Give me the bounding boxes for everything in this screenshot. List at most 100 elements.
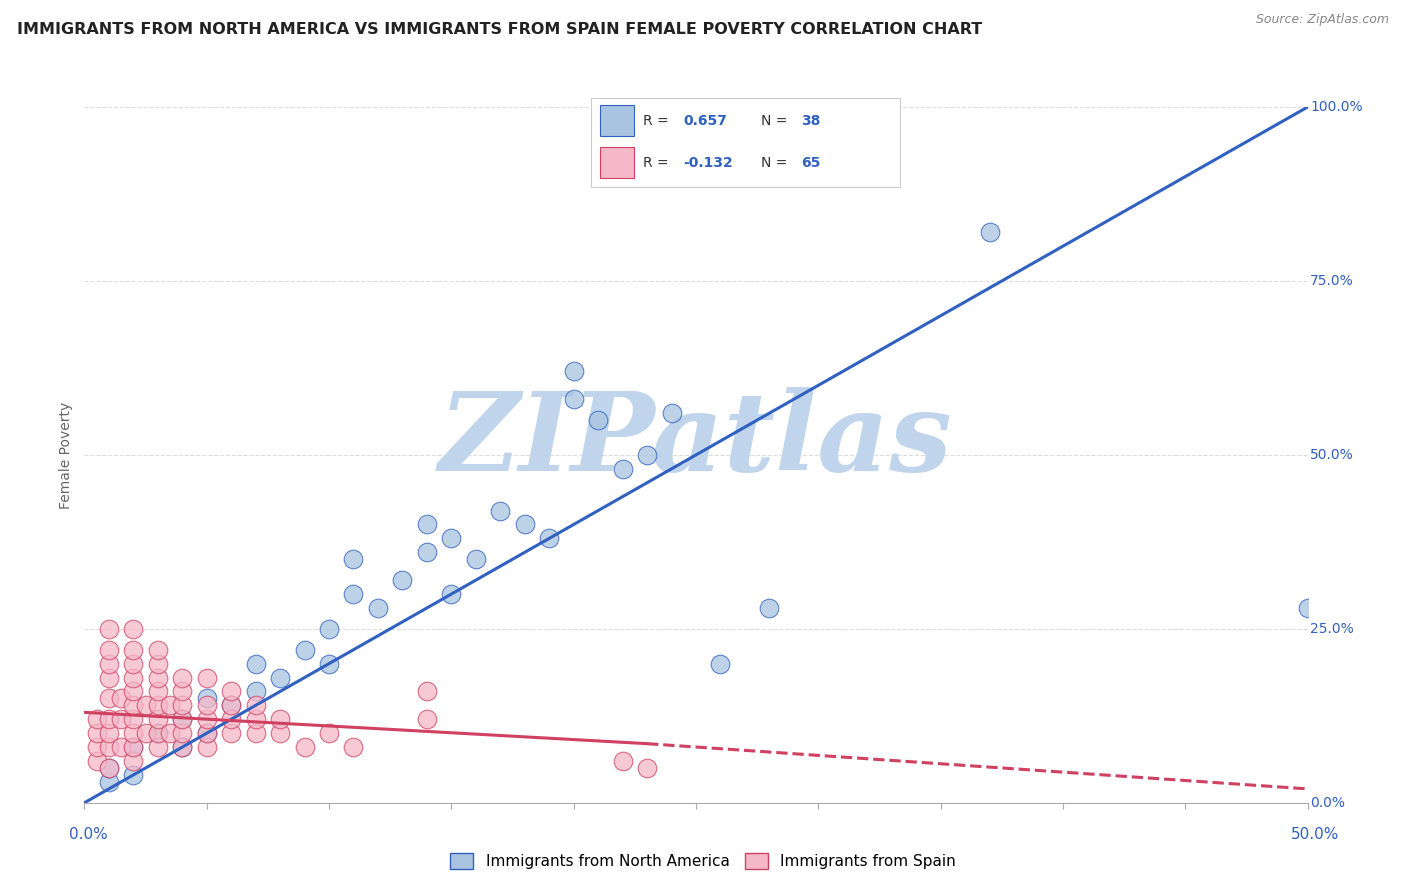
Point xyxy=(586,413,609,427)
Point xyxy=(97,761,120,775)
Point xyxy=(122,642,145,657)
Text: 0.0%: 0.0% xyxy=(69,827,108,841)
Text: N =: N = xyxy=(761,156,792,170)
Point xyxy=(219,684,242,698)
Point xyxy=(245,712,267,726)
Point xyxy=(146,642,169,657)
Point xyxy=(318,726,340,740)
Text: 0.0%: 0.0% xyxy=(1310,796,1346,810)
Point xyxy=(538,532,561,546)
Point xyxy=(416,517,439,532)
Point xyxy=(391,573,413,587)
Point xyxy=(159,698,181,713)
Point xyxy=(97,775,120,789)
Point xyxy=(97,761,120,775)
Point xyxy=(245,726,267,740)
Point xyxy=(172,712,194,726)
Point xyxy=(146,657,169,671)
Point xyxy=(122,768,145,782)
Point xyxy=(219,726,242,740)
FancyBboxPatch shape xyxy=(600,147,634,178)
Legend: Immigrants from North America, Immigrants from Spain: Immigrants from North America, Immigrant… xyxy=(444,847,962,875)
Text: 25.0%: 25.0% xyxy=(1310,622,1354,636)
Point xyxy=(294,642,316,657)
Point xyxy=(562,392,585,407)
Point xyxy=(269,726,291,740)
Text: 65: 65 xyxy=(801,156,820,170)
Point xyxy=(195,698,218,713)
Point xyxy=(122,671,145,685)
Point xyxy=(342,552,364,566)
Point xyxy=(172,698,194,713)
Point xyxy=(97,691,120,706)
Point xyxy=(195,712,218,726)
Point xyxy=(86,754,108,768)
Point xyxy=(172,726,194,740)
Point xyxy=(636,761,658,775)
Point xyxy=(135,698,157,713)
Text: ZIPatlas: ZIPatlas xyxy=(439,387,953,495)
Point xyxy=(416,712,439,726)
Point xyxy=(416,684,439,698)
Text: 0.657: 0.657 xyxy=(683,114,727,128)
Point xyxy=(122,698,145,713)
Point xyxy=(122,684,145,698)
Point xyxy=(110,740,132,755)
Point xyxy=(440,587,463,601)
Point xyxy=(146,712,169,726)
Point xyxy=(195,671,218,685)
Point xyxy=(97,740,120,755)
Point xyxy=(612,754,634,768)
Point xyxy=(110,691,132,706)
Point xyxy=(159,726,181,740)
Point xyxy=(318,657,340,671)
Point xyxy=(146,740,169,755)
Text: -0.132: -0.132 xyxy=(683,156,733,170)
Point xyxy=(440,532,463,546)
Point xyxy=(97,622,120,636)
Point xyxy=(219,698,242,713)
Point xyxy=(219,712,242,726)
Point xyxy=(245,657,267,671)
Point xyxy=(294,740,316,755)
Point xyxy=(245,698,267,713)
Point xyxy=(489,503,512,517)
Point xyxy=(122,712,145,726)
Point xyxy=(122,740,145,755)
Point xyxy=(416,545,439,559)
Point xyxy=(269,712,291,726)
Point xyxy=(172,712,194,726)
Point xyxy=(86,726,108,740)
Point xyxy=(172,684,194,698)
FancyBboxPatch shape xyxy=(600,105,634,136)
Point xyxy=(195,740,218,755)
Point xyxy=(661,406,683,420)
Point xyxy=(86,712,108,726)
Point xyxy=(464,552,486,566)
Point xyxy=(709,657,731,671)
Text: R =: R = xyxy=(643,156,673,170)
Text: 50.0%: 50.0% xyxy=(1310,448,1354,462)
Y-axis label: Female Poverty: Female Poverty xyxy=(59,401,73,508)
Text: 50.0%: 50.0% xyxy=(1291,827,1339,841)
Point xyxy=(269,671,291,685)
Point xyxy=(122,622,145,636)
Point xyxy=(513,517,536,532)
Point xyxy=(110,712,132,726)
Point xyxy=(135,726,157,740)
Point xyxy=(97,671,120,685)
Point xyxy=(195,726,218,740)
Point xyxy=(195,726,218,740)
Point xyxy=(195,691,218,706)
Text: N =: N = xyxy=(761,114,792,128)
Point xyxy=(1296,601,1319,615)
Point xyxy=(97,657,120,671)
Point xyxy=(172,740,194,755)
Point xyxy=(367,601,389,615)
Point xyxy=(979,225,1001,239)
Point xyxy=(146,726,169,740)
Text: 75.0%: 75.0% xyxy=(1310,274,1354,288)
Text: 100.0%: 100.0% xyxy=(1310,100,1362,114)
Point xyxy=(342,740,364,755)
Text: 38: 38 xyxy=(801,114,820,128)
